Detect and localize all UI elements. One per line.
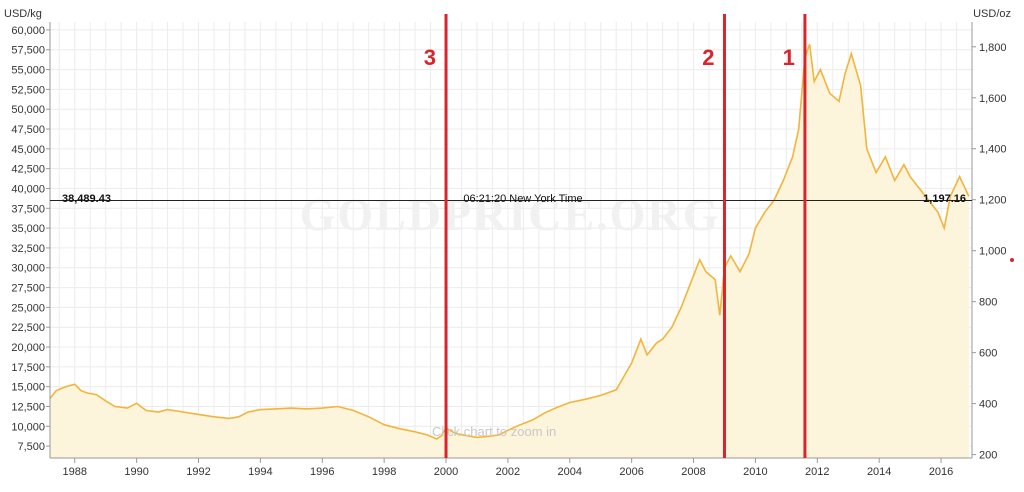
y-right-tick-label: 1,000 xyxy=(979,246,1007,258)
chart-edge-dot xyxy=(1010,258,1014,262)
y-left-tick-label: 35,000 xyxy=(11,223,45,235)
y-left-tick-label: 52,500 xyxy=(11,84,45,96)
y-left-tick-label: 45,000 xyxy=(11,144,45,156)
y-right-tick-label: 1,800 xyxy=(979,42,1007,54)
y-right-tick-label: 200 xyxy=(979,450,997,462)
y-left-tick-label: 30,000 xyxy=(11,263,45,275)
y-left-tick-label: 55,000 xyxy=(11,65,45,77)
y-left-tick-label: 10,000 xyxy=(11,421,45,433)
y-right-tick-label: 600 xyxy=(979,348,997,360)
y-left-tick-label: 27,500 xyxy=(11,283,45,295)
marker-label-3: 3 xyxy=(424,45,436,70)
price-area-fill xyxy=(50,44,969,458)
y-left-tick-label: 12,500 xyxy=(11,401,45,413)
x-tick-label: 2010 xyxy=(743,466,767,478)
y-left-tick-label: 32,500 xyxy=(11,243,45,255)
series-layer xyxy=(49,43,970,458)
x-tick-label: 1992 xyxy=(186,466,210,478)
y-left-tick-label: 50,000 xyxy=(11,104,45,116)
x-tick-label: 2008 xyxy=(681,466,705,478)
price-line xyxy=(49,43,970,440)
y-left-tick-label: 57,500 xyxy=(11,45,45,57)
y-right-tick-label: 800 xyxy=(979,297,997,309)
watermark-text: GOLDPRICE.ORG xyxy=(300,189,721,240)
x-tick-label: 2004 xyxy=(558,466,582,478)
y-left-tick-label: 40,000 xyxy=(11,183,45,195)
x-tick-label: 1994 xyxy=(248,466,272,478)
y-left-tick-label: 37,500 xyxy=(11,203,45,215)
x-tick-label: 1998 xyxy=(372,466,396,478)
y-left-tick-label: 7,500 xyxy=(17,441,45,453)
tick-labels: 7,500 10,000 12,500 15,000 17,500 20,000 22,50… xyxy=(11,25,1006,478)
y-right-tick-label: 1,200 xyxy=(979,195,1007,207)
x-tick-label: 2012 xyxy=(805,466,829,478)
x-tick-label: 2000 xyxy=(434,466,458,478)
y-left-tick-label: 20,000 xyxy=(11,342,45,354)
axes xyxy=(49,22,973,459)
y-left-tick-label: 47,500 xyxy=(11,124,45,136)
y-left-tick-label: 22,500 xyxy=(11,322,45,334)
markers: 3 2 1 xyxy=(424,14,807,458)
y-right-tick-label: 1,400 xyxy=(979,144,1007,156)
left-axis-unit: USD/kg xyxy=(4,8,42,20)
x-tick-label: 2006 xyxy=(619,466,643,478)
right-axis-unit: USD/oz xyxy=(973,8,1011,20)
x-tick-label: 2014 xyxy=(867,466,891,478)
x-tick-label: 2016 xyxy=(929,466,953,478)
crosshair-right-value: 1,197.16 xyxy=(923,193,966,205)
marker-label-1: 1 xyxy=(783,45,795,70)
crosshair-left-value: 38,489.43 xyxy=(62,193,111,205)
x-tick-label: 2002 xyxy=(496,466,520,478)
zoom-hint: Click chart to zoom in xyxy=(432,424,556,439)
y-left-tick-label: 60,000 xyxy=(11,25,45,37)
y-right-tick-label: 400 xyxy=(979,399,997,411)
x-tick-label: 1990 xyxy=(124,466,148,478)
y-left-tick-label: 17,500 xyxy=(11,362,45,374)
y-right-tick-label: 1,600 xyxy=(979,93,1007,105)
x-tick-label: 1996 xyxy=(310,466,334,478)
x-tick-label: 1988 xyxy=(63,466,87,478)
crosshair-time-label: 06:21:20 New York Time xyxy=(463,193,582,205)
y-left-tick-label: 25,000 xyxy=(11,302,45,314)
y-left-tick-label: 42,500 xyxy=(11,164,45,176)
y-left-tick-label: 15,000 xyxy=(11,382,45,394)
crosshair: 38,489.43 06:21:20 New York Time 1,197.1… xyxy=(50,193,972,205)
marker-label-2: 2 xyxy=(702,45,714,70)
